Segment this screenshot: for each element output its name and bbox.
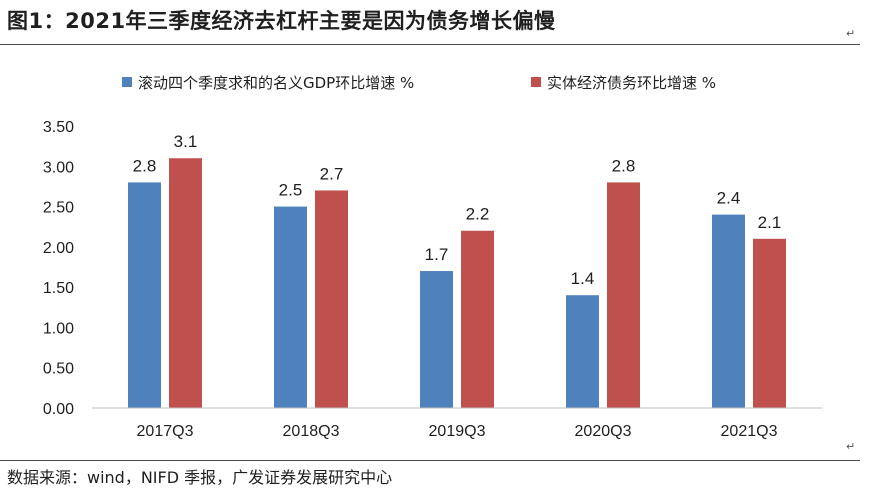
bar-2020Q3-series-1 [566,295,599,408]
legend-label-1: 滚动四个季度求和的名义GDP环比增速 % [138,74,414,92]
source-divider [0,460,860,461]
legend-swatch-2 [531,77,541,87]
title-divider [0,44,860,45]
data-label-2018Q3-series-2: 2.7 [320,164,344,183]
x-tick-label: 2020Q3 [575,423,632,440]
data-label-2019Q3-series-1: 1.7 [425,245,449,264]
plot-area: 2.8 3.1 2.5 2.7 1.7 2.2 1.4 2.8 2.4 2.1 [128,132,786,408]
data-label-2020Q3-series-1: 1.4 [571,269,595,288]
legend-label-2: 实体经济债务环比增速 % [547,74,716,92]
chart-area: 滚动四个季度求和的名义GDP环比增速 % 实体经济债务环比增速 % 0.00 0.5… [0,56,888,452]
bar-2018Q3-series-1 [274,206,307,408]
y-tick-label: 0.00 [43,401,74,418]
data-label-2020Q3-series-2: 2.8 [612,156,636,175]
bar-2021Q3-series-1 [712,214,745,408]
x-tick-label: 2019Q3 [429,423,486,440]
y-tick-label: 3.00 [43,159,74,176]
data-label-2018Q3-series-1: 2.5 [279,181,303,200]
legend-swatch-1 [122,77,132,87]
y-tick-label: 2.00 [43,240,74,257]
title-return-mark: ↵ [846,27,856,40]
data-label-2017Q3-series-1: 2.8 [133,156,157,175]
x-tick-label: 2021Q3 [721,423,778,440]
bar-2019Q3-series-1 [420,271,453,408]
bar-2017Q3-series-2 [169,158,202,408]
chart-return-mark: ↵ [846,440,856,453]
legend: 滚动四个季度求和的名义GDP环比增速 % 实体经济债务环比增速 % [122,74,716,92]
bar-2019Q3-series-2 [461,230,494,408]
x-tick-label: 2018Q3 [283,423,340,440]
data-label-2021Q3-series-2: 2.1 [758,213,782,232]
bar-2018Q3-series-2 [315,190,348,408]
x-tick-label: 2017Q3 [137,423,194,440]
bar-2020Q3-series-2 [607,182,640,408]
y-tick-label: 3.50 [43,119,74,136]
figure-title: 图1：2021年三季度经济去杠杆主要是因为债务增长偏慢 [7,9,556,33]
bar-2021Q3-series-2 [753,238,786,408]
y-tick-label: 1.00 [43,320,74,337]
x-axis: 2017Q3 2018Q3 2019Q3 2020Q3 2021Q3 [92,407,822,440]
source-note: 数据来源：wind，NIFD 季报，广发证券发展研究中心 [7,468,393,487]
data-label-2017Q3-series-2: 3.1 [174,132,198,151]
y-axis: 0.00 0.50 1.00 1.50 2.00 2.50 3.00 3.50 [43,119,74,418]
bar-2017Q3-series-1 [128,182,161,408]
data-label-2021Q3-series-1: 2.4 [717,189,741,208]
y-tick-label: 1.50 [43,280,74,297]
bar-chart: 滚动四个季度求和的名义GDP环比增速 % 实体经济债务环比增速 % 0.00 0.5… [43,74,822,440]
data-label-2019Q3-series-2: 2.2 [466,205,490,224]
y-tick-label: 0.50 [43,361,74,378]
y-tick-label: 2.50 [43,200,74,217]
